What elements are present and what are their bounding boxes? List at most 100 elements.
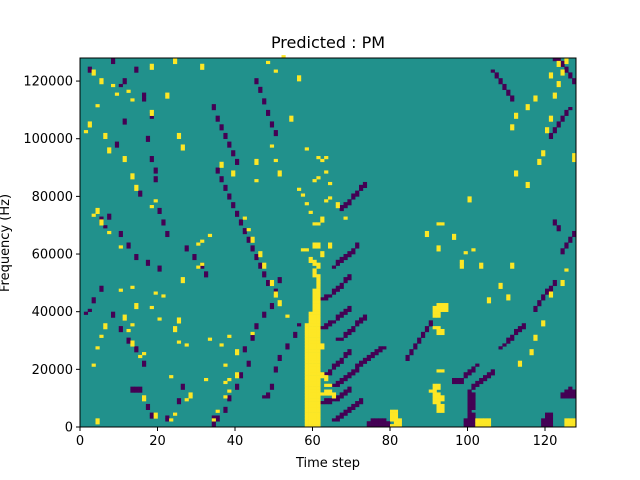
- heatmap-cell-low: [514, 331, 519, 336]
- heatmap-cell-high: [254, 161, 259, 165]
- heatmap-cell-high: [316, 366, 321, 370]
- heatmap-cell-low: [362, 357, 368, 361]
- heatmap-cell-low: [475, 380, 480, 385]
- heatmap-cell-low: [122, 78, 127, 82]
- heatmap-cell-high: [432, 392, 437, 396]
- heatmap-cell-low: [475, 363, 480, 367]
- heatmap-cell-high: [235, 372, 240, 376]
- heatmap-cell-high: [227, 334, 232, 338]
- heatmap-cell-high: [149, 66, 154, 70]
- heatmap-cell-low: [262, 395, 267, 399]
- heatmap-cell-low: [552, 130, 557, 134]
- heatmap-cell-high: [506, 297, 511, 301]
- heatmap-cell-low: [258, 265, 263, 269]
- heatmap-cell-low: [347, 375, 352, 379]
- heatmap-cell-high: [436, 369, 441, 373]
- heatmap-cell-low: [467, 395, 472, 399]
- heatmap-cell-high: [320, 346, 325, 350]
- heatmap-cell-high: [304, 366, 309, 370]
- heatmap-cell-high: [572, 153, 577, 157]
- heatmap-cell-low: [382, 421, 387, 425]
- heatmap-cell-high: [432, 398, 437, 402]
- heatmap-cell-low: [157, 265, 162, 269]
- heatmap-cell-low: [211, 424, 216, 428]
- heatmap-cell-low: [335, 285, 340, 289]
- heatmap-cell-high: [316, 323, 321, 327]
- heatmap-cell-high: [328, 392, 333, 396]
- heatmap-cell-low: [347, 308, 352, 312]
- heatmap-cell-low: [215, 418, 220, 422]
- heatmap-cell-low: [351, 193, 356, 197]
- heatmap-cell-high: [130, 285, 135, 289]
- heatmap-cell-low: [517, 326, 523, 330]
- heatmap-cell-low: [355, 320, 360, 324]
- heatmap-cell-high: [316, 392, 321, 396]
- heatmap-cell-low: [510, 337, 515, 341]
- heatmap-cell-high: [95, 210, 100, 214]
- heatmap-cell-high: [304, 346, 309, 350]
- x-tick-label: 80: [382, 434, 399, 449]
- heatmap-cell-low: [227, 193, 232, 197]
- heatmap-cell-high: [188, 395, 193, 399]
- y-tick-label: 100000: [23, 132, 73, 147]
- heatmap-cell-low: [471, 398, 476, 402]
- heatmap-cell-low: [521, 326, 526, 330]
- heatmap-cell-high: [304, 406, 309, 410]
- heatmap-cell-low: [359, 187, 364, 191]
- heatmap-cell-low: [277, 277, 282, 281]
- heatmap-cell-low: [343, 202, 348, 206]
- heatmap-cell-high: [552, 92, 557, 96]
- heatmap-cell-high: [297, 75, 302, 79]
- heatmap-cell-low: [324, 372, 329, 376]
- heatmap-cell-low: [339, 415, 344, 419]
- heatmap-cell-low: [227, 141, 232, 145]
- heatmap-cell-low: [370, 418, 375, 422]
- heatmap-cell-low: [242, 346, 247, 350]
- heatmap-cell-high: [269, 282, 275, 287]
- heatmap-cell-low: [471, 401, 476, 405]
- heatmap-cell-high: [297, 78, 302, 82]
- heatmap-cell-low: [165, 418, 170, 422]
- heatmap-cell-high: [308, 386, 313, 390]
- heatmap-cell-high: [545, 127, 550, 131]
- heatmap-cell-high: [273, 158, 278, 163]
- heatmap-cell-low: [335, 363, 340, 367]
- heatmap-cell-low: [126, 340, 131, 344]
- heatmap-cell-high: [308, 256, 313, 261]
- heatmap-cell-low: [204, 274, 209, 278]
- heatmap-cell-high: [312, 403, 317, 408]
- heatmap-cell-low: [118, 230, 123, 235]
- heatmap-cell-low: [339, 412, 344, 416]
- heatmap-cell-high: [556, 60, 561, 65]
- heatmap-cell-high: [304, 349, 309, 353]
- heatmap-cell-low: [556, 228, 561, 232]
- heatmap-cell-high: [134, 187, 139, 191]
- heatmap-cell-high: [432, 305, 437, 310]
- heatmap-cell-high: [312, 242, 317, 246]
- heatmap-cell-high: [545, 130, 550, 134]
- heatmap-cell-low: [335, 383, 340, 387]
- heatmap-cell-low: [343, 279, 348, 284]
- heatmap-cell-low: [219, 124, 224, 128]
- heatmap-cell-low: [223, 409, 228, 413]
- heatmap-cell-high: [436, 406, 441, 410]
- heatmap-cell-high: [529, 349, 534, 353]
- heatmap-cell-high: [149, 109, 154, 114]
- heatmap-cell-high: [316, 363, 321, 367]
- heatmap-cell-high: [308, 343, 313, 347]
- heatmap-cell-low: [506, 340, 511, 344]
- heatmap-cell-high: [312, 320, 317, 324]
- heatmap-cell-high: [432, 308, 437, 312]
- heatmap-cell-low: [211, 415, 216, 419]
- heatmap-cell-low: [467, 389, 472, 393]
- heatmap-cell-low: [382, 346, 387, 350]
- heatmap-cell-high: [304, 401, 309, 405]
- heatmap-cell-low: [235, 210, 240, 214]
- heatmap-cell-low: [328, 398, 333, 402]
- heatmap-cell-high: [312, 392, 317, 396]
- heatmap-cell-high: [390, 424, 395, 428]
- heatmap-cell-high: [452, 236, 457, 240]
- heatmap-cell-low: [335, 317, 340, 321]
- heatmap-cell-high: [176, 132, 182, 137]
